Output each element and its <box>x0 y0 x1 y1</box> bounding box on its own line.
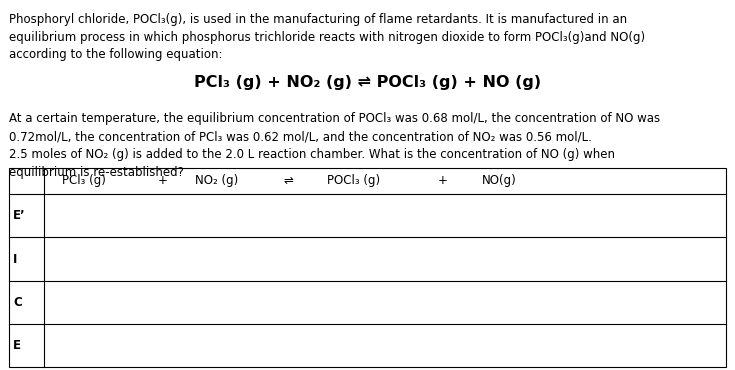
Bar <box>9 168 726 367</box>
Text: PCl₃ (g) + NO₂ (g) ⇌ POCl₃ (g) + NO (g): PCl₃ (g) + NO₂ (g) ⇌ POCl₃ (g) + NO (g) <box>194 75 541 91</box>
Text: +: + <box>158 174 168 188</box>
Text: Phosphoryl chloride, POCl₃(g), is used in the manufacturing of flame retardants.: Phosphoryl chloride, POCl₃(g), is used i… <box>9 13 627 26</box>
Text: +: + <box>437 174 447 188</box>
Text: ⇌: ⇌ <box>283 174 293 188</box>
Text: E’: E’ <box>13 209 26 222</box>
Text: according to the following equation:: according to the following equation: <box>9 48 222 61</box>
Text: PCl₃ (g): PCl₃ (g) <box>62 174 107 188</box>
Text: POCl₃ (g): POCl₃ (g) <box>327 174 380 188</box>
Text: NO₂ (g): NO₂ (g) <box>195 174 238 188</box>
Text: 2.5 moles of NO₂ (g) is added to the 2.0 L reaction chamber. What is the concent: 2.5 moles of NO₂ (g) is added to the 2.0… <box>9 148 614 161</box>
Text: equilibrium is re-established?: equilibrium is re-established? <box>9 166 184 179</box>
Text: equilibrium process in which phosphorus trichloride reacts with nitrogen dioxide: equilibrium process in which phosphorus … <box>9 31 645 44</box>
Text: C: C <box>13 296 22 309</box>
Text: NO(g): NO(g) <box>481 174 516 188</box>
Text: At a certain temperature, the equilibrium concentration of POCl₃ was 0.68 mol/L,: At a certain temperature, the equilibriu… <box>9 112 660 125</box>
Text: I: I <box>13 253 18 266</box>
Text: 0.72mol/L, the concentration of PCl₃ was 0.62 mol/L, and the concentration of NO: 0.72mol/L, the concentration of PCl₃ was… <box>9 130 592 143</box>
Text: E: E <box>13 339 21 352</box>
